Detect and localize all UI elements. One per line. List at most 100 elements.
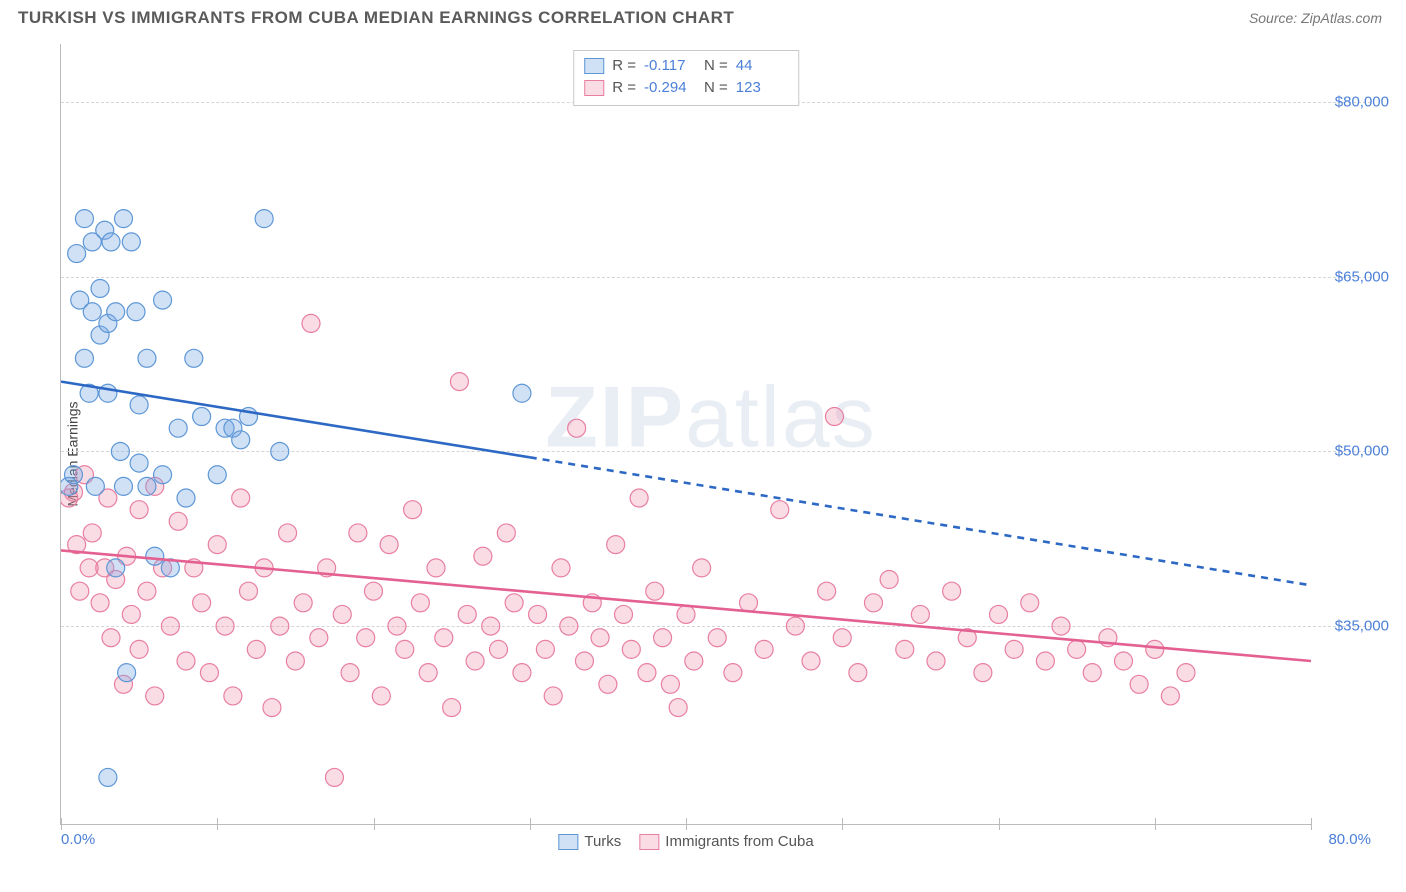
data-point-cuba (1005, 640, 1023, 658)
data-point-turks (271, 442, 289, 460)
data-point-cuba (638, 664, 656, 682)
data-point-cuba (1036, 652, 1054, 670)
data-point-turks (154, 291, 172, 309)
data-point-cuba (83, 524, 101, 542)
data-point-cuba (568, 419, 586, 437)
chart-header: TURKISH VS IMMIGRANTS FROM CUBA MEDIAN E… (0, 0, 1406, 40)
data-point-cuba (818, 582, 836, 600)
data-point-cuba (177, 652, 195, 670)
data-point-cuba (849, 664, 867, 682)
n-value-turks: 44 (736, 55, 788, 77)
plot-area: ZIPatlas R = -0.117 N = 44 R = -0.294 N … (60, 44, 1311, 825)
scatter-points-layer (61, 44, 1311, 824)
data-point-cuba (661, 675, 679, 693)
data-point-cuba (1083, 664, 1101, 682)
data-point-cuba (708, 629, 726, 647)
data-point-cuba (161, 617, 179, 635)
legend-item-turks: Turks (558, 833, 621, 850)
data-point-cuba (255, 559, 273, 577)
data-point-turks (138, 349, 156, 367)
data-point-cuba (427, 559, 445, 577)
data-point-cuba (865, 594, 883, 612)
y-tick-label: $80,000 (1335, 94, 1389, 111)
swatch-cuba (639, 834, 659, 850)
data-point-cuba (310, 629, 328, 647)
y-tick-label: $65,000 (1335, 268, 1389, 285)
data-point-cuba (130, 501, 148, 519)
data-point-cuba (325, 768, 343, 786)
data-point-turks (232, 431, 250, 449)
y-tick-label: $50,000 (1335, 443, 1389, 460)
data-point-cuba (169, 512, 187, 530)
data-point-turks (80, 384, 98, 402)
data-point-turks (118, 664, 136, 682)
x-axis-min-label: 0.0% (61, 831, 95, 848)
data-point-cuba (466, 652, 484, 670)
data-point-cuba (130, 640, 148, 658)
data-point-cuba (943, 582, 961, 600)
data-point-cuba (91, 594, 109, 612)
data-point-turks (99, 384, 117, 402)
data-point-cuba (474, 547, 492, 565)
data-point-cuba (529, 605, 547, 623)
data-point-cuba (1146, 640, 1164, 658)
data-point-cuba (435, 629, 453, 647)
data-point-cuba (404, 501, 422, 519)
chart-container: Median Earnings ZIPatlas R = -0.117 N = … (18, 44, 1388, 864)
data-point-cuba (505, 594, 523, 612)
data-point-cuba (302, 314, 320, 332)
data-point-cuba (224, 687, 242, 705)
data-point-turks (115, 477, 133, 495)
data-point-cuba (654, 629, 672, 647)
data-point-cuba (552, 559, 570, 577)
data-point-cuba (771, 501, 789, 519)
data-point-cuba (294, 594, 312, 612)
data-point-cuba (1161, 687, 1179, 705)
data-point-cuba (1115, 652, 1133, 670)
data-point-cuba (208, 536, 226, 554)
data-point-cuba (911, 605, 929, 623)
data-point-cuba (122, 605, 140, 623)
data-point-cuba (279, 524, 297, 542)
swatch-turks (584, 58, 604, 74)
data-point-turks (91, 279, 109, 297)
swatch-cuba (584, 80, 604, 96)
data-point-cuba (200, 664, 218, 682)
data-point-cuba (825, 408, 843, 426)
data-point-turks (185, 349, 203, 367)
data-point-cuba (575, 652, 593, 670)
r-label: R = (612, 55, 636, 77)
data-point-turks (240, 408, 258, 426)
data-point-cuba (380, 536, 398, 554)
data-point-cuba (138, 582, 156, 600)
data-point-cuba (974, 664, 992, 682)
data-point-cuba (419, 664, 437, 682)
data-point-cuba (450, 373, 468, 391)
data-point-cuba (607, 536, 625, 554)
series-legend: Turks Immigrants from Cuba (558, 833, 813, 850)
data-point-turks (513, 384, 531, 402)
data-point-cuba (724, 664, 742, 682)
data-point-turks (130, 396, 148, 414)
data-point-cuba (1130, 675, 1148, 693)
data-point-cuba (669, 699, 687, 717)
data-point-cuba (1099, 629, 1117, 647)
data-point-cuba (1021, 594, 1039, 612)
series-name-cuba: Immigrants from Cuba (665, 833, 813, 850)
data-point-cuba (443, 699, 461, 717)
series-name-turks: Turks (584, 833, 621, 850)
data-point-turks (115, 210, 133, 228)
data-point-cuba (185, 559, 203, 577)
swatch-turks (558, 834, 578, 850)
data-point-turks (107, 559, 125, 577)
data-point-cuba (341, 664, 359, 682)
data-point-turks (99, 768, 117, 786)
data-point-cuba (372, 687, 390, 705)
y-tick-label: $35,000 (1335, 618, 1389, 635)
data-point-cuba (216, 617, 234, 635)
data-point-cuba (333, 605, 351, 623)
x-tick-mark (1311, 818, 1312, 830)
data-point-cuba (693, 559, 711, 577)
data-point-cuba (583, 594, 601, 612)
data-point-turks (107, 303, 125, 321)
